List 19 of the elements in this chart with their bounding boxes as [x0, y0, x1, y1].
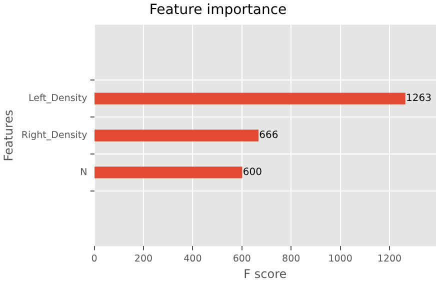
x-axis-title: F score	[244, 266, 287, 281]
y-tick-label: N	[80, 166, 88, 178]
data-label: 600	[242, 166, 262, 178]
y-tick-label: Right_Density	[21, 130, 88, 141]
bar	[94, 166, 242, 178]
x-tick-label: 1200	[377, 253, 402, 264]
data-label: 1263	[406, 93, 432, 104]
x-tick-label: 1000	[328, 253, 352, 264]
data-label: 666	[259, 130, 278, 142]
y-axis-title: Features	[1, 110, 16, 162]
chart-title: Feature importance	[149, 2, 287, 18]
x-tick-label: 400	[184, 253, 202, 264]
bar	[94, 92, 406, 104]
y-tick-label: Left_Density	[28, 93, 88, 104]
bar	[94, 130, 258, 142]
x-tick-label: 600	[232, 253, 251, 264]
x-tick-label: 0	[91, 253, 98, 264]
x-tick-label: 800	[282, 253, 300, 264]
x-tick-label: 200	[134, 253, 153, 264]
